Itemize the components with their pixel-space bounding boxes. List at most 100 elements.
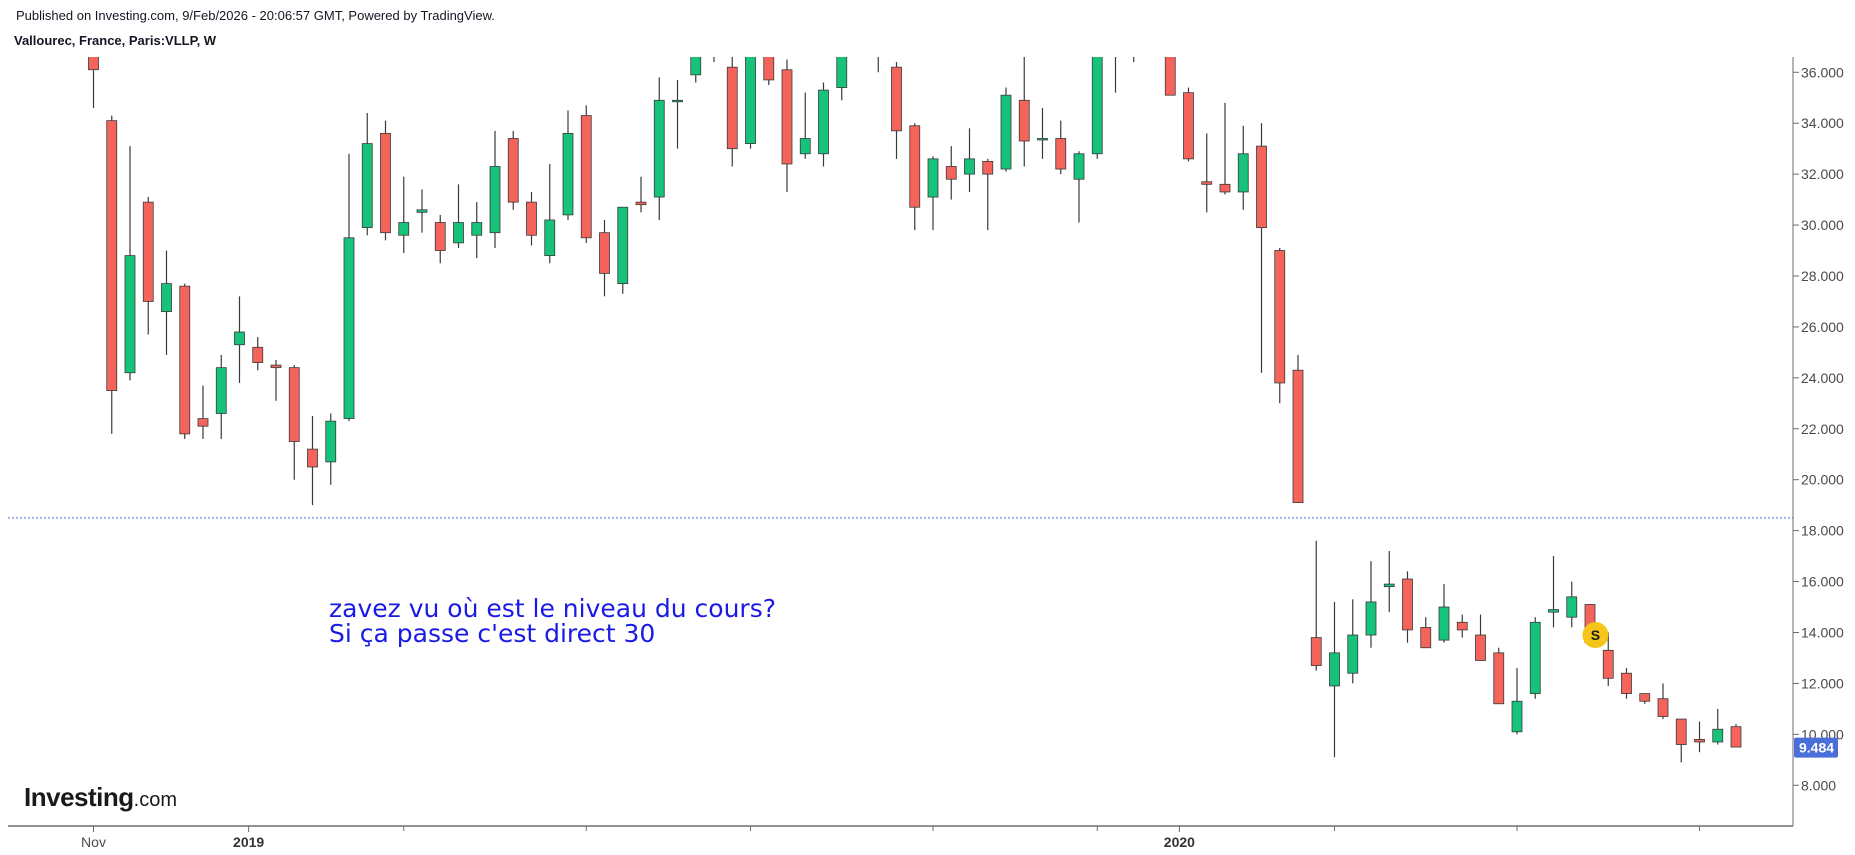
candle	[726, 57, 738, 167]
candle-body	[88, 57, 99, 71]
candle-body	[1675, 718, 1687, 745]
candle-body	[1274, 250, 1286, 384]
candle-body	[1256, 145, 1267, 229]
candle	[1183, 87, 1194, 162]
candle	[307, 416, 318, 506]
y-tick-label: 24.000	[1801, 370, 1844, 386]
candle-body	[562, 132, 574, 216]
candle	[1329, 601, 1340, 758]
candle	[1256, 123, 1267, 373]
annotation-text: zavez vu où est le niveau du cours? Si ç…	[329, 594, 776, 648]
candle-body	[197, 418, 209, 427]
candle-body	[1511, 700, 1523, 733]
candle-body	[1347, 634, 1359, 674]
candle	[1037, 107, 1048, 159]
candle-body	[726, 66, 738, 150]
candle-body	[1018, 99, 1030, 142]
candle	[713, 57, 715, 63]
y-tick-label: 14.000	[1801, 624, 1844, 640]
candle-body	[398, 222, 410, 236]
candle	[1091, 57, 1103, 159]
candle-body	[307, 448, 318, 468]
candle-body	[690, 57, 702, 76]
candle	[142, 197, 154, 335]
y-tick-label: 36.000	[1801, 64, 1844, 80]
candle-body	[1147, 42, 1157, 45]
y-tick-label: 28.000	[1801, 268, 1844, 284]
candle	[197, 385, 209, 439]
candle-body	[234, 331, 245, 346]
candle-body	[325, 420, 337, 463]
candle	[507, 130, 519, 210]
candle	[818, 82, 829, 167]
candle-body	[124, 255, 136, 374]
candle-body	[1164, 57, 1176, 96]
candle	[161, 250, 172, 355]
candle-body	[1237, 153, 1249, 193]
candle	[1493, 647, 1505, 705]
candle	[1657, 683, 1669, 720]
candle	[1147, 34, 1157, 57]
candle-body	[927, 158, 939, 198]
candle-body	[142, 201, 154, 302]
annotation-line-2: Si ça passe c'est direct 30	[329, 619, 655, 648]
candle-body	[1111, 42, 1121, 47]
candle	[215, 354, 227, 439]
candle-body	[617, 206, 629, 285]
candle-body	[1730, 726, 1742, 748]
candle-body	[1310, 637, 1322, 666]
x-axis: Nov 2019 2020	[81, 826, 1700, 850]
signal-marker-circle[interactable]	[1582, 622, 1609, 649]
signal-marker-label: S	[1591, 627, 1600, 643]
candle	[1073, 151, 1085, 223]
candle-body	[1493, 652, 1505, 705]
candle	[799, 92, 811, 159]
candle	[927, 156, 939, 231]
y-tick-label: 12.000	[1801, 675, 1844, 691]
candle-body	[1657, 698, 1669, 717]
candle	[877, 57, 879, 73]
candle-body	[635, 201, 647, 206]
candle	[653, 77, 665, 220]
candle	[380, 120, 391, 241]
candle	[763, 57, 775, 86]
x-tick-label: Nov	[81, 834, 106, 850]
candle-body	[1383, 583, 1395, 588]
candle	[617, 206, 629, 294]
annotation-line-1: zavez vu où est le niveau du cours?	[329, 594, 776, 623]
candle-body	[106, 120, 118, 391]
y-tick-label: 22.000	[1801, 421, 1844, 437]
logo-text: Investing.com	[24, 782, 177, 812]
candle-body	[945, 166, 957, 180]
candle-body	[1602, 649, 1614, 679]
candle-body	[1566, 596, 1578, 618]
candle	[745, 57, 756, 149]
candle-body	[1402, 578, 1413, 631]
candle	[1675, 718, 1687, 763]
candle	[1164, 57, 1176, 96]
candle	[580, 105, 592, 243]
signal-marker[interactable]: S	[1582, 622, 1609, 649]
candle	[1365, 561, 1377, 648]
candle	[1219, 102, 1231, 195]
candle-body	[982, 161, 994, 175]
y-tick-label: 18.000	[1801, 523, 1844, 539]
candle	[1438, 584, 1450, 643]
candle	[1730, 724, 1742, 748]
x-tick-label: 2020	[1164, 834, 1195, 850]
candle	[88, 57, 99, 108]
candle	[234, 296, 245, 383]
candle-body	[599, 232, 610, 274]
y-tick-label: 32.000	[1801, 166, 1844, 182]
candle	[964, 128, 975, 192]
candle	[599, 219, 610, 297]
candle	[179, 283, 191, 439]
candle	[1111, 42, 1121, 93]
candle-body	[763, 57, 775, 81]
candle-body	[489, 166, 501, 234]
candle	[471, 202, 483, 259]
candle	[1529, 617, 1541, 699]
candle-body	[270, 364, 282, 369]
candles-layer	[88, 34, 1742, 763]
